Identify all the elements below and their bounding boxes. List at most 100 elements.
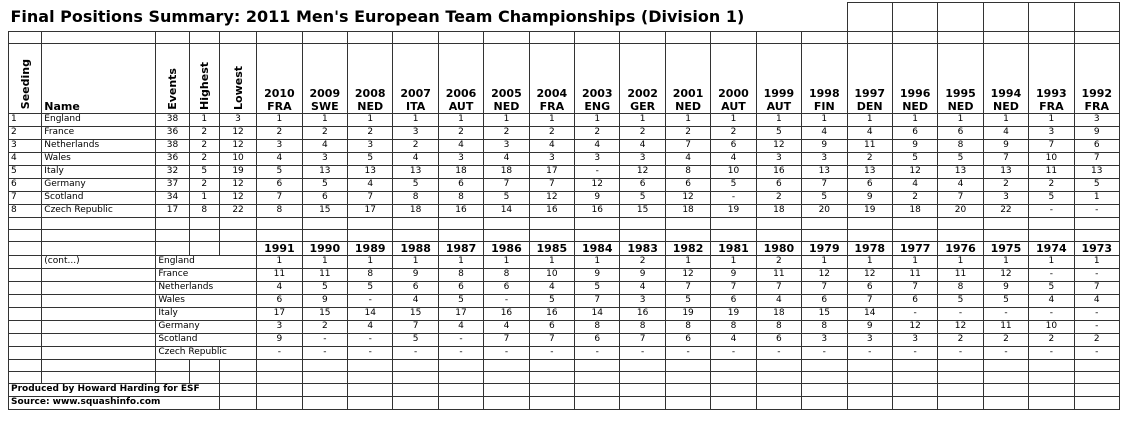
column-header: Highest xyxy=(188,42,220,114)
cell xyxy=(937,370,984,384)
cell xyxy=(7,267,43,282)
cell xyxy=(574,382,621,397)
cell: Wales xyxy=(41,151,157,166)
cell xyxy=(7,240,43,256)
cell xyxy=(891,358,939,372)
cell: 6 xyxy=(7,177,43,192)
cell: 6 xyxy=(755,332,803,347)
header-text: NED xyxy=(902,99,929,113)
cell: 7 xyxy=(619,332,666,347)
cell: 17 xyxy=(347,203,394,218)
cell: 3 xyxy=(574,151,621,166)
cell xyxy=(1073,228,1121,242)
cell xyxy=(937,30,984,44)
header-text: AUT xyxy=(766,99,792,113)
cell xyxy=(218,228,258,242)
cell: 5 xyxy=(392,177,439,192)
cell: 12 xyxy=(218,138,258,153)
cell xyxy=(801,370,848,384)
cell: 1 xyxy=(574,254,621,269)
cell: 9 xyxy=(710,267,757,282)
cell xyxy=(218,216,258,230)
cell: - xyxy=(1028,306,1075,321)
cell: 7 xyxy=(392,319,439,334)
cell: 4 xyxy=(7,151,43,166)
cell xyxy=(392,395,439,410)
year-header: 2005 NED xyxy=(483,42,530,114)
cell: 8 xyxy=(664,319,712,334)
cell: 11 xyxy=(846,138,893,153)
cell: 19 xyxy=(710,306,757,321)
cell xyxy=(619,382,666,397)
cell xyxy=(755,370,803,384)
cell: 4 xyxy=(256,280,303,295)
header-text: 1993 xyxy=(1036,86,1067,100)
cell xyxy=(188,30,220,44)
cell xyxy=(619,395,666,410)
cell xyxy=(437,358,485,372)
header-text: NED xyxy=(675,99,701,113)
cell xyxy=(846,2,893,32)
name: England xyxy=(155,254,258,269)
cell: 13 xyxy=(392,164,439,179)
cell xyxy=(982,395,1030,410)
cell: 7 xyxy=(710,280,757,295)
cell: 14 xyxy=(574,306,621,321)
cell: 4 xyxy=(574,138,621,153)
cell: 7 xyxy=(528,177,576,192)
cell xyxy=(755,382,803,397)
cell: 3 xyxy=(437,151,485,166)
cell: 2 xyxy=(846,151,893,166)
cell: 38 xyxy=(155,138,190,153)
year-header: 1981 xyxy=(710,240,757,256)
cell: - xyxy=(1028,203,1075,218)
cell xyxy=(1073,370,1121,384)
cell xyxy=(483,216,530,230)
cell xyxy=(1028,358,1075,372)
header-text: FIN xyxy=(813,99,835,113)
cell: Germany xyxy=(41,177,157,192)
header-text: DEN xyxy=(856,99,883,113)
cell: Scotland xyxy=(41,190,157,205)
cell: 1 xyxy=(188,190,220,205)
cell xyxy=(41,267,157,282)
cell: - xyxy=(483,293,530,308)
cell xyxy=(7,319,43,334)
cell: 2 xyxy=(619,125,666,140)
name: Wales xyxy=(155,293,258,308)
header-text: 1997 xyxy=(854,86,886,100)
cell xyxy=(7,358,43,372)
cell xyxy=(664,395,712,410)
row xyxy=(7,358,1121,372)
year-header: 1988 xyxy=(392,240,439,256)
cell: 7 xyxy=(664,280,712,295)
cell xyxy=(846,216,893,230)
cell: 2 xyxy=(755,190,803,205)
cell: 8 xyxy=(483,267,530,282)
cell: 2 xyxy=(891,190,939,205)
cell: 8 xyxy=(392,190,439,205)
cell: Netherlands xyxy=(41,138,157,153)
cell: 2 xyxy=(188,125,220,140)
cell xyxy=(982,228,1030,242)
year-header: 1977 xyxy=(891,240,939,256)
cell xyxy=(301,30,349,44)
cell xyxy=(437,30,485,44)
cell xyxy=(574,358,621,372)
cell: 4 xyxy=(937,177,984,192)
cell: 16 xyxy=(528,306,576,321)
cell xyxy=(755,358,803,372)
header-text: 2002 xyxy=(627,86,658,100)
cell: 1 xyxy=(437,254,485,269)
row: (cont...) England 1 1 1 1 1 1 1 1 2 1 1 2 1 1 1 1 1 1 1 xyxy=(7,254,1121,269)
cell: 38 xyxy=(155,112,190,127)
cell: 5 xyxy=(1073,177,1121,192)
cell: 8 xyxy=(937,138,984,153)
cell: 7 xyxy=(846,293,893,308)
cell: 2 xyxy=(392,138,439,153)
cell xyxy=(755,228,803,242)
header-text: NED xyxy=(993,99,1019,113)
cell: 16 xyxy=(437,203,485,218)
cell xyxy=(155,216,190,230)
row: Netherlands 4 5 5 6 6 6 4 5 4 7 7 7 7 6 7 8 9 5 7 xyxy=(7,280,1121,295)
